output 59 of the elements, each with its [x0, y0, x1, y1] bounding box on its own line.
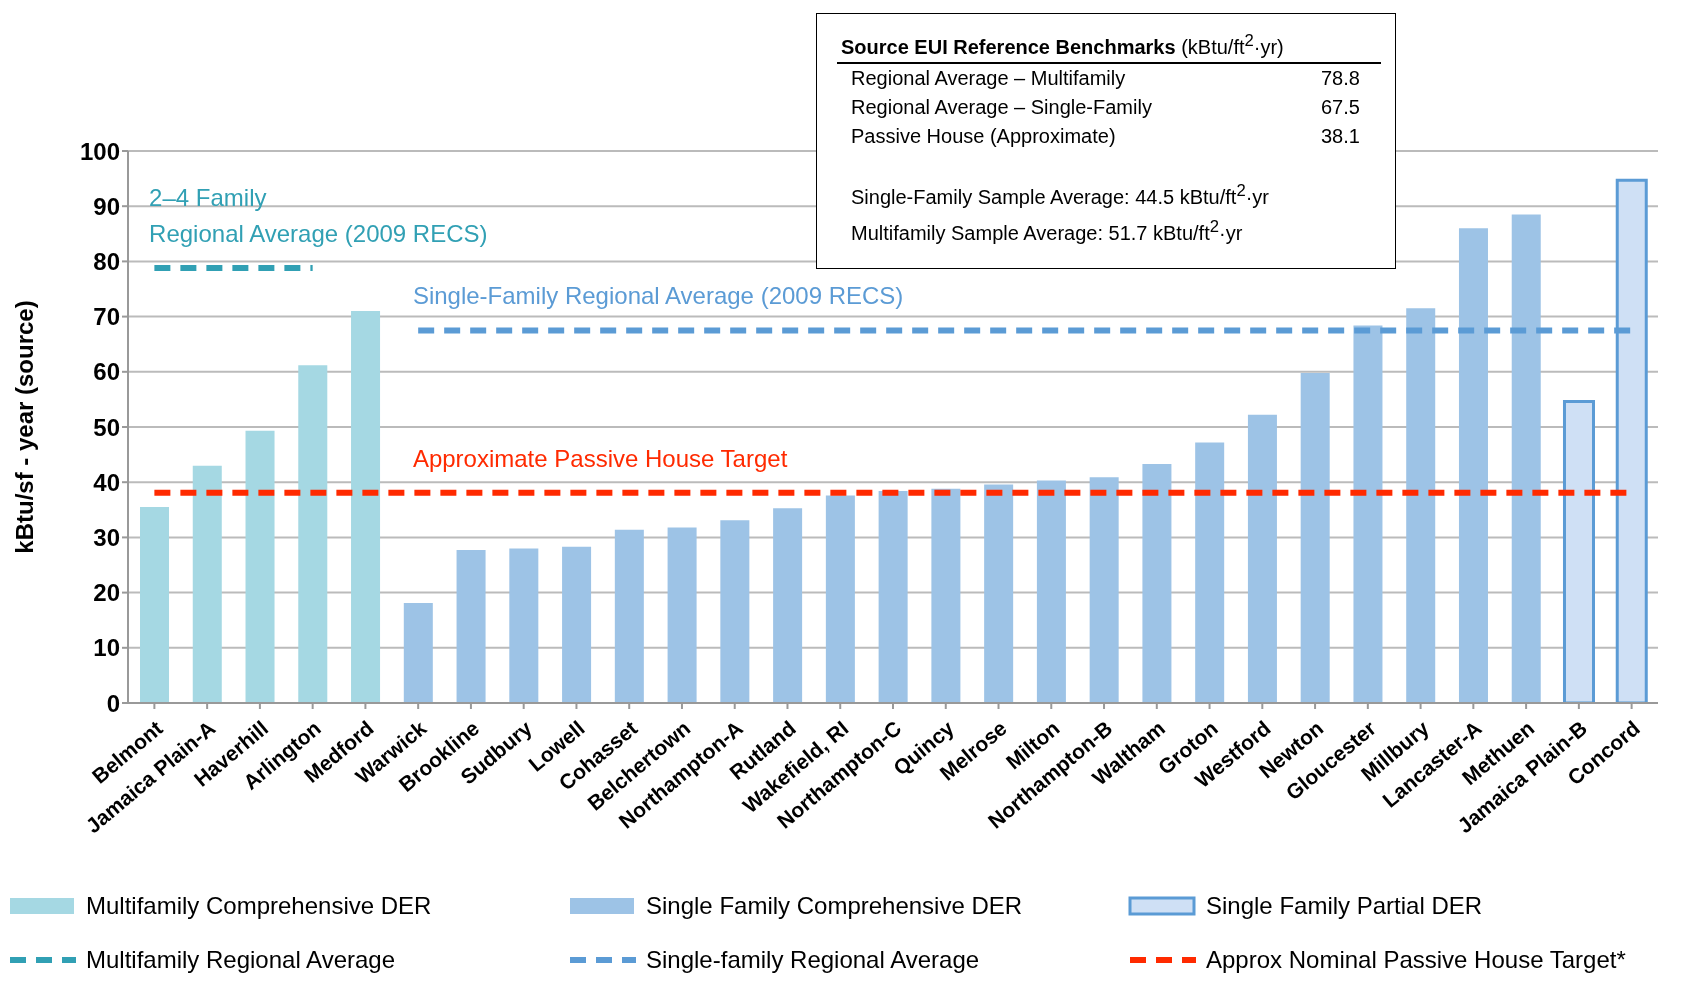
bar — [878, 491, 908, 703]
bar — [1247, 414, 1277, 703]
annotation: Approximate Passive House Target — [412, 444, 788, 472]
bar — [614, 529, 644, 703]
text: 38.1 — [1321, 124, 1360, 147]
bar — [562, 546, 592, 703]
annotation: Single-Family Regional Average (2009 RECS) — [412, 282, 904, 310]
bar — [667, 527, 697, 703]
y-tick-label: 100 — [79, 137, 120, 165]
text: 67.5 — [1321, 95, 1360, 118]
annotation: Single-Family Sample Average: 44.5 kBtu/ft$^{2}$·yr — [851, 181, 1269, 209]
y-tick-label: 60 — [93, 358, 120, 386]
bar — [773, 508, 803, 703]
bar — [403, 603, 433, 703]
bar — [720, 520, 750, 703]
text: Regional Average – Single-Family — [851, 95, 1152, 118]
y-tick-label: 50 — [93, 413, 120, 441]
y-tick-label: 80 — [93, 247, 120, 275]
y-tick-label: 20 — [93, 579, 120, 607]
bar — [825, 495, 855, 703]
text: (kBtu/ft$^{2}$·yr) — [1181, 31, 1284, 58]
legend-label: Single Family Partial DER — [1206, 892, 1483, 920]
bar — [509, 548, 539, 703]
y-tick-label: 40 — [93, 468, 120, 496]
legend-label: Single-family Regional Average — [646, 946, 980, 974]
bar — [192, 465, 222, 703]
annotation: 2–4 Family Regional Average (2009 RECS) — [149, 184, 488, 248]
bar — [1353, 325, 1383, 703]
bar — [140, 507, 170, 703]
bar — [1458, 228, 1488, 703]
annotation: Multifamily Sample Average: 51.7 kBtu/ft$^{2}$·yr — [851, 217, 1243, 244]
y-axis-title: kBtu/sf - year (source) — [10, 300, 38, 554]
bar — [1406, 308, 1436, 703]
legend-label: Single Family Comprehensive DER — [646, 892, 1023, 920]
bar — [351, 311, 381, 703]
legend-label: Multifamily Regional Average — [86, 946, 396, 974]
bar — [1195, 442, 1225, 703]
bar — [931, 488, 961, 703]
source-note: Source EUI Reference Benchmarks — [841, 35, 1176, 58]
bar — [298, 365, 328, 703]
bar — [245, 430, 275, 703]
bar — [1511, 214, 1541, 703]
bar — [456, 550, 486, 703]
y-tick-label: 90 — [93, 192, 120, 220]
text: Regional Average – Multifamily — [851, 66, 1126, 89]
y-tick-label: 10 — [93, 634, 120, 662]
bar — [1036, 480, 1066, 703]
text: 78.8 — [1321, 66, 1360, 89]
bar — [1300, 372, 1330, 703]
bar — [1562, 400, 1595, 703]
legend-label: Multifamily Comprehensive DER — [86, 892, 432, 920]
legend-label: Approx Nominal Passive House Target* — [1206, 946, 1626, 974]
bar — [984, 484, 1014, 703]
y-tick-label: 70 — [93, 303, 120, 331]
text: Passive House (Approximate) — [851, 124, 1116, 147]
y-tick-label: 30 — [93, 523, 120, 551]
bar — [1089, 477, 1119, 703]
y-tick-label: 0 — [106, 689, 120, 717]
bar — [1142, 463, 1172, 703]
